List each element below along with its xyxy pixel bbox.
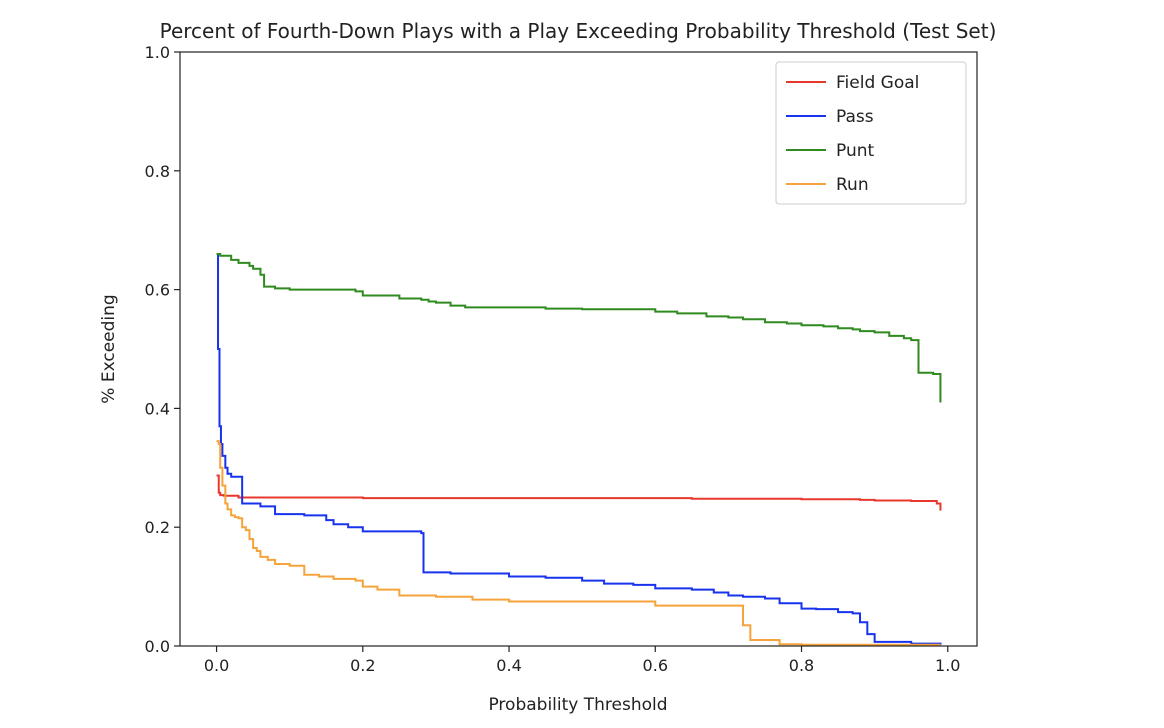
legend-box xyxy=(775,61,967,205)
y-tick-label: 0.4 xyxy=(145,399,170,418)
y-tick-label: 0.0 xyxy=(145,637,170,656)
series-line-punt xyxy=(216,252,942,403)
legend-label-field-goal: Field Goal xyxy=(836,73,919,93)
legend-label-punt: Punt xyxy=(836,141,875,161)
series-line-run xyxy=(216,440,941,646)
legend: Field Goal Pass Punt Run xyxy=(775,61,967,205)
y-axis: 0.0 0.2 0.4 0.6 0.8 1.0 xyxy=(145,43,180,656)
y-tick-label: 1.0 xyxy=(145,43,170,62)
series-line-pass xyxy=(216,252,942,645)
x-axis: 0.0 0.2 0.4 0.6 0.8 1.0 xyxy=(204,646,960,675)
x-tick-label: 0.4 xyxy=(496,656,521,675)
legend-label-pass: Pass xyxy=(836,107,874,127)
plot-frame xyxy=(179,51,978,647)
x-tick-label: 0.2 xyxy=(350,656,375,675)
x-tick-label: 0.6 xyxy=(643,656,668,675)
x-tick-label: 0.0 xyxy=(204,656,229,675)
series-layer xyxy=(216,252,942,646)
series-line-field-goal xyxy=(216,474,942,511)
x-axis-label: Probability Threshold xyxy=(488,695,667,715)
y-tick-label: 0.8 xyxy=(145,162,170,181)
y-axis-label: % Exceeding xyxy=(99,294,119,403)
legend-label-run: Run xyxy=(836,175,869,195)
x-tick-label: 1.0 xyxy=(935,656,960,675)
y-tick-label: 0.2 xyxy=(145,518,170,537)
legend-items: Field Goal Pass Punt Run xyxy=(786,73,919,195)
x-tick-label: 0.8 xyxy=(789,656,814,675)
chart-title: Percent of Fourth-Down Plays with a Play… xyxy=(160,19,997,43)
y-tick-label: 0.6 xyxy=(145,281,170,300)
